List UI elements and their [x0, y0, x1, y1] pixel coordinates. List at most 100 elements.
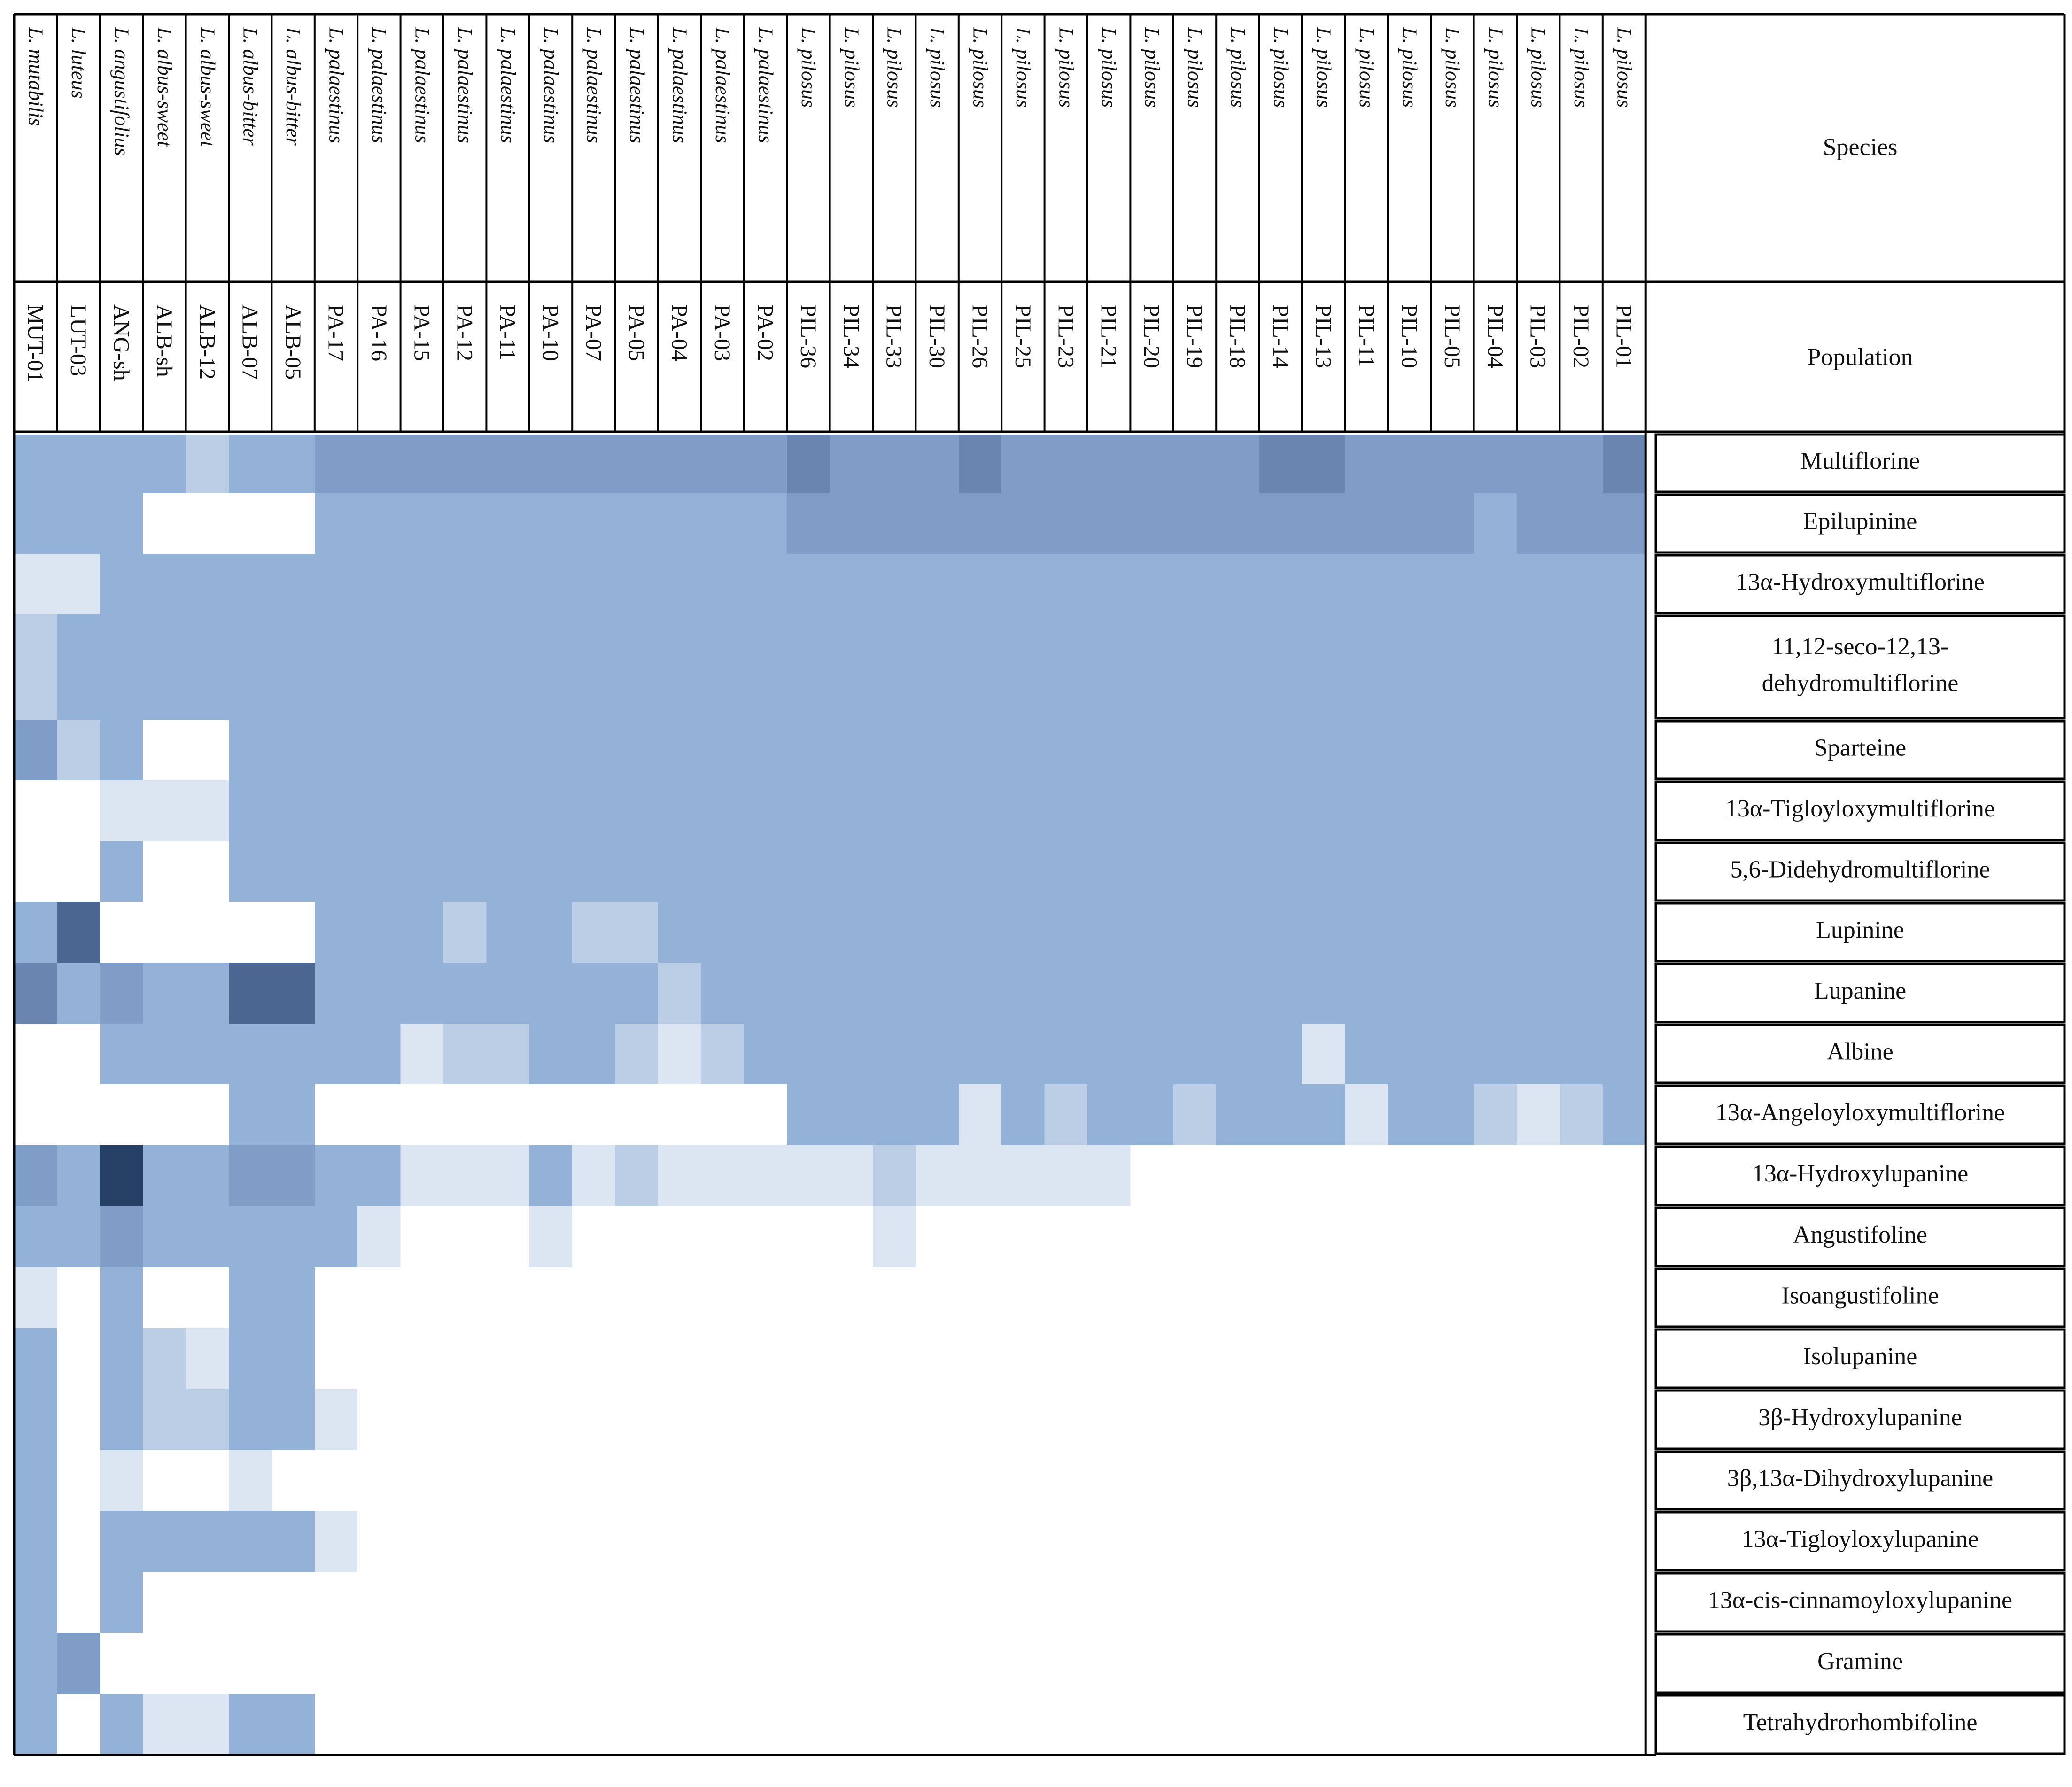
species-label: L. pilosus — [1570, 27, 1593, 108]
heatmap-cell — [186, 614, 229, 720]
heatmap-cell — [1001, 902, 1045, 963]
heatmap-cell — [830, 1694, 873, 1756]
heatmap-cell — [744, 614, 787, 720]
heatmap-cell — [1044, 1267, 1088, 1329]
heatmap-cell — [1302, 1328, 1345, 1390]
heatmap-cell — [873, 554, 916, 615]
heatmap-cell — [658, 1633, 701, 1694]
heatmap-cell — [572, 1511, 616, 1572]
heatmap-cell — [873, 1206, 916, 1268]
species-label: L. palaestinus — [711, 27, 734, 143]
heatmap-cell — [830, 963, 873, 1024]
heatmap-cell — [1087, 720, 1131, 781]
population-label: PA-03 — [710, 304, 735, 361]
heatmap-cell — [1216, 435, 1260, 494]
heatmap-cell — [143, 902, 186, 963]
heatmap-cell — [1431, 1389, 1474, 1451]
heatmap-cell — [1302, 614, 1345, 720]
heatmap-cell — [787, 1389, 830, 1451]
heatmap-cell — [400, 720, 444, 781]
heatmap-cell — [1474, 1328, 1517, 1390]
heatmap-cell — [486, 554, 530, 615]
heatmap-cell — [787, 1145, 830, 1207]
species-label: L. palaestinus — [325, 27, 348, 143]
heatmap-cell — [314, 780, 358, 842]
heatmap-cell — [100, 1511, 143, 1572]
heatmap-cell — [1302, 1389, 1345, 1451]
heatmap-cell — [787, 1511, 830, 1572]
heatmap-cell — [529, 1267, 573, 1329]
heatmap-cell — [830, 902, 873, 963]
heatmap-cell — [1602, 1206, 1646, 1268]
heatmap-cell — [357, 1145, 401, 1207]
heatmap-cell — [1474, 1572, 1517, 1633]
heatmap-cell — [1087, 963, 1131, 1024]
row-label-box — [1654, 963, 2066, 1024]
heatmap-cell — [1216, 1267, 1260, 1329]
heatmap-cell — [357, 1267, 401, 1329]
heatmap-cell — [1474, 1084, 1517, 1146]
heatmap-cell — [57, 1633, 101, 1694]
heatmap-cell — [143, 554, 186, 615]
heatmap-cell — [1517, 902, 1560, 963]
heatmap-cell — [1431, 1511, 1474, 1572]
heatmap-cell — [916, 493, 959, 554]
heatmap-cell — [615, 435, 659, 494]
heatmap-cell — [658, 1694, 701, 1756]
heatmap-cell — [1302, 963, 1345, 1024]
heatmap-cell — [658, 493, 701, 554]
row-label: 13α-Angeloyloxymultiflorine — [1715, 1099, 2005, 1126]
heatmap-cell — [701, 1633, 745, 1694]
heatmap-cell — [787, 435, 830, 494]
heatmap-cell — [14, 1572, 57, 1633]
heatmap-cell — [1130, 1694, 1174, 1756]
heatmap-cell — [14, 1145, 57, 1207]
heatmap-cell — [100, 1267, 143, 1329]
heatmap-cell — [1517, 1633, 1560, 1694]
heatmap-cell — [186, 963, 229, 1024]
population-label: PIL-19 — [1182, 304, 1207, 368]
heatmap-cell — [1388, 1450, 1431, 1511]
heatmap-cell — [100, 1694, 143, 1756]
heatmap-cell — [1044, 554, 1088, 615]
species-label: L. pilosus — [1398, 27, 1421, 108]
heatmap-cell — [143, 780, 186, 842]
heatmap-cell — [958, 720, 1002, 781]
population-label: PIL-30 — [924, 304, 949, 368]
heatmap-cell — [229, 963, 272, 1024]
heatmap-cell — [1259, 1511, 1303, 1572]
heatmap-cell — [916, 1328, 959, 1390]
population-label: PA-11 — [495, 304, 520, 360]
heatmap-cell — [229, 554, 272, 615]
row-label-box — [1654, 1511, 2066, 1572]
row-label: 13α-Hydroxylupanine — [1752, 1160, 1968, 1187]
heatmap-cell — [787, 554, 830, 615]
heatmap-cell — [186, 1206, 229, 1268]
heatmap-cell — [1001, 614, 1045, 720]
species-header-row: L. mutabilis L. luteus L. angustifolius L. … — [24, 27, 1636, 156]
heatmap-cell — [314, 1694, 358, 1756]
row-label: 11,12-seco-12,13- — [1772, 633, 1948, 660]
population-label: PA-15 — [409, 304, 434, 361]
heatmap-cell — [1474, 1206, 1517, 1268]
population-label: PIL-33 — [882, 304, 907, 368]
heatmap-cell — [272, 1145, 315, 1207]
heatmap-cell — [615, 1267, 659, 1329]
heatmap-cell — [1345, 1145, 1389, 1207]
heatmap-cell — [1259, 720, 1303, 781]
heatmap-cell — [916, 780, 959, 842]
heatmap-cell — [958, 614, 1002, 720]
heatmap-cell — [272, 841, 315, 902]
heatmap-cell — [186, 841, 229, 902]
heatmap-cell — [229, 1206, 272, 1268]
heatmap-cell — [1388, 1024, 1431, 1085]
heatmap-cell — [744, 1694, 787, 1756]
heatmap-cell — [916, 963, 959, 1024]
heatmap-cell — [744, 841, 787, 902]
heatmap-cell — [1431, 1694, 1474, 1756]
heatmap-cell — [958, 1694, 1002, 1756]
heatmap-cell — [1130, 435, 1174, 494]
heatmap-cell — [1474, 1145, 1517, 1207]
heatmap-cell — [916, 1389, 959, 1451]
heatmap-cell — [1044, 720, 1088, 781]
